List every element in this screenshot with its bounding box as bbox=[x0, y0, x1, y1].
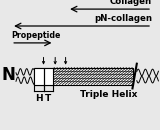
Text: H: H bbox=[35, 94, 43, 103]
Bar bbox=[44, 68, 53, 85]
Bar bbox=[34, 68, 44, 85]
Text: pN-collagen: pN-collagen bbox=[94, 14, 152, 23]
Text: T: T bbox=[45, 94, 52, 103]
Text: Collagen: Collagen bbox=[110, 0, 152, 6]
Text: Propeptide: Propeptide bbox=[11, 31, 61, 40]
Bar bbox=[34, 68, 44, 85]
Text: Triple Helix: Triple Helix bbox=[80, 90, 137, 99]
Bar bbox=[34, 68, 133, 85]
Text: N: N bbox=[2, 66, 16, 84]
Bar bbox=[44, 68, 53, 85]
